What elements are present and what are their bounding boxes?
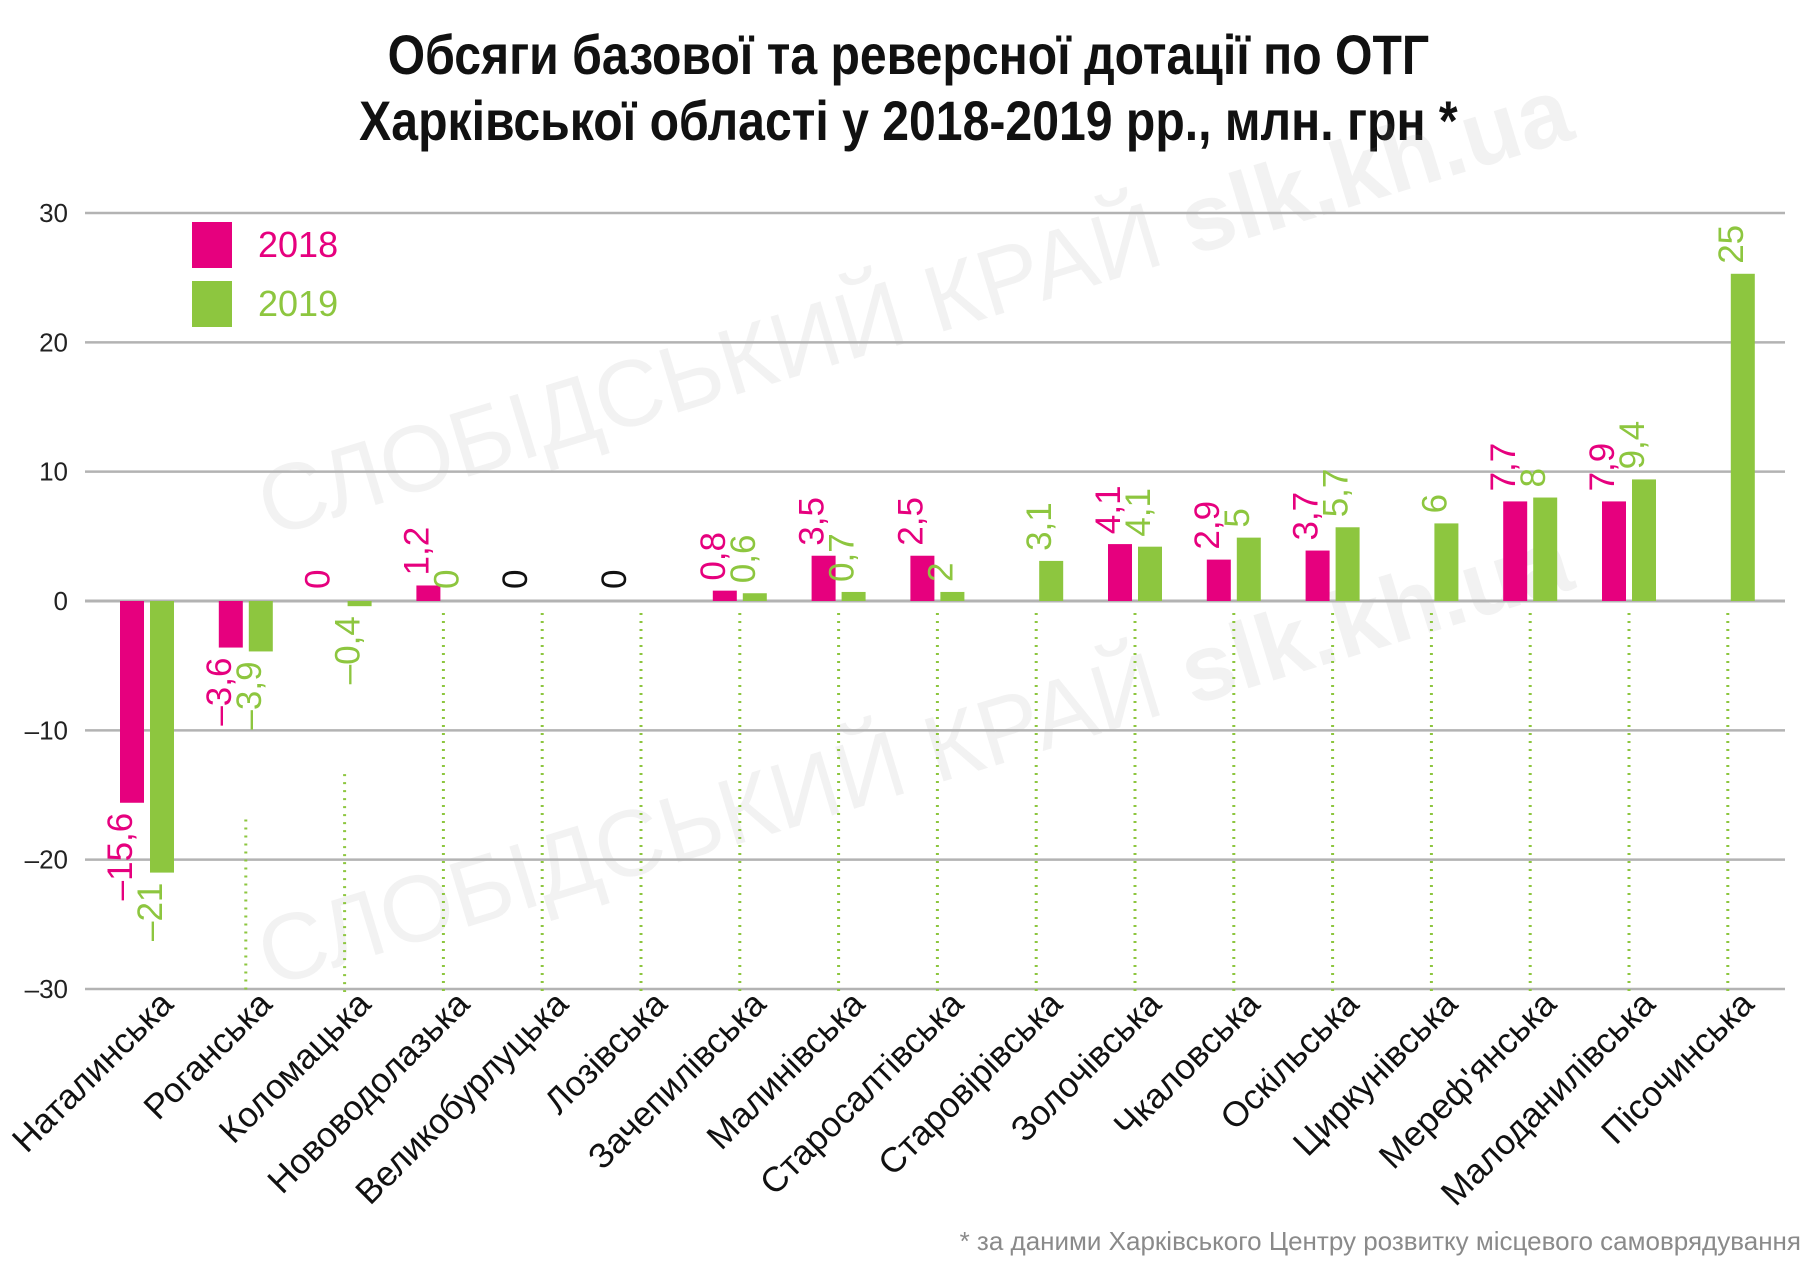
data-label-2019: 25 (1712, 225, 1751, 264)
bar-2019 (347, 601, 372, 607)
bar-2018 (218, 601, 243, 648)
data-label-2018: 0 (299, 570, 338, 589)
bar-2019 (150, 601, 174, 873)
bar-2019 (1236, 537, 1261, 601)
bar-2018 (120, 601, 144, 803)
data-label-2018: 0,8 (694, 532, 733, 581)
data-label-2019: 8 (1514, 468, 1553, 487)
data-label-2018: 2,9 (1188, 501, 1227, 550)
legend-label: 2018 (258, 224, 338, 265)
data-label-2018: 1,2 (397, 527, 436, 576)
category-label: Наталинська (5, 984, 181, 1160)
bar-2019 (248, 601, 273, 652)
footnote: * за даними Харківського Центру розвитку… (959, 1226, 1801, 1256)
bar-2018 (811, 555, 836, 601)
y-tick-label: –30 (25, 974, 68, 1004)
bar-2019 (1434, 523, 1459, 601)
chart-title: Обсяги базової та реверсної дотації по О… (127, 22, 1690, 154)
data-label-2018: 2,5 (891, 497, 930, 546)
data-label-2019: 3,1 (1020, 502, 1059, 551)
category-label: Старовірівська (871, 984, 1070, 1183)
chart-title-line-1: Обсяги базової та реверсної дотації по О… (387, 23, 1430, 86)
bar-2019 (1730, 273, 1755, 601)
legend-swatch (192, 222, 232, 268)
data-label-2019: 6 (1415, 494, 1454, 513)
y-tick-label: 30 (39, 198, 68, 228)
bar-2018 (1305, 550, 1330, 601)
data-label-2018: 3,5 (793, 497, 832, 546)
data-label-2018: 0 (595, 570, 634, 589)
data-label-2019: 0 (427, 570, 466, 589)
category-label: Мереф'янська (1372, 984, 1565, 1177)
bar-2019 (1632, 479, 1656, 601)
data-label-2019: 2 (921, 562, 960, 581)
bar-2018 (1503, 501, 1528, 601)
data-label-2019: 5,7 (1317, 469, 1356, 518)
data-label-2019: 5 (1218, 508, 1257, 527)
y-tick-label: –20 (25, 845, 68, 875)
bar-2018 (712, 590, 737, 601)
data-label-2019: 9,4 (1613, 421, 1652, 470)
data-label-2018: 4,1 (1089, 485, 1128, 534)
data-label-2019: 0,7 (823, 533, 862, 582)
bar-2018 (1108, 544, 1132, 601)
category-label: Зачепилівська (581, 984, 774, 1177)
bar-2019 (1335, 527, 1360, 601)
bar-2018 (1602, 501, 1626, 601)
data-label-2019: –0,4 (329, 616, 368, 684)
bar-2019 (940, 591, 965, 601)
data-label-2019: 0,6 (724, 535, 763, 584)
bar-2018 (1206, 559, 1231, 601)
data-label-2019: –21 (131, 883, 170, 941)
y-tick-label: –10 (25, 715, 68, 745)
legend-label: 2019 (258, 283, 338, 324)
bar-2019 (1039, 560, 1064, 601)
bar-2019 (841, 591, 866, 601)
y-tick-label: 20 (39, 327, 68, 357)
y-tick-label: 0 (54, 586, 68, 616)
data-label-2018: 3,7 (1287, 492, 1326, 541)
data-label-2018: 7,7 (1484, 443, 1523, 492)
bar-2018 (416, 585, 441, 601)
data-label-2019: –3,9 (230, 661, 269, 729)
bar-2019 (1138, 546, 1162, 601)
data-label-2018: –15,6 (101, 813, 140, 901)
y-tick-label: 10 (39, 457, 68, 487)
data-label-2018: 7,9 (1583, 443, 1622, 492)
chart-title-line-2: Харківської області у 2018-2019 рр., млн… (359, 89, 1458, 152)
data-label-2018: –3,6 (200, 658, 239, 726)
bar-2019 (1533, 497, 1558, 601)
legend-swatch (192, 281, 232, 327)
data-label-2018: 0 (496, 570, 535, 589)
bar-2019 (742, 593, 767, 601)
data-label-2019: 4,1 (1119, 488, 1158, 537)
bar-2018 (910, 555, 935, 601)
